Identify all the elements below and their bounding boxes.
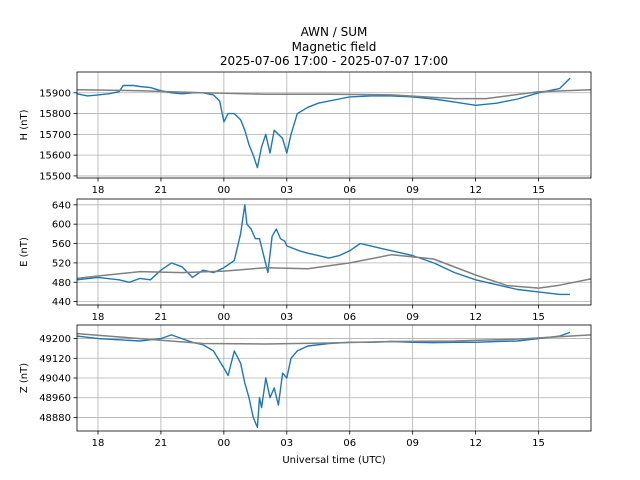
y-tick-label: 48880 <box>39 413 71 424</box>
y-tick-label: 15500 <box>39 171 71 182</box>
axes-frame-h <box>76 71 592 179</box>
panel-h: 18 21 00 03 06 09 12 15 15500 15600 15700 15800 1590… <box>19 71 592 196</box>
y-tick-label: 15800 <box>39 109 71 120</box>
x-tick-label: 06 <box>343 438 356 449</box>
y-tick-label: 560 <box>52 239 71 250</box>
x-tick-label: 21 <box>155 438 168 449</box>
y-tick-label: 520 <box>52 258 71 269</box>
x-tick-label: 12 <box>469 312 482 323</box>
x-tick-label: 15 <box>532 185 545 196</box>
x-tick-label: 09 <box>406 438 419 449</box>
x-tick-label: 21 <box>155 312 168 323</box>
y-tick-label: 15700 <box>39 130 71 141</box>
y-axis-label-h: H (nT) <box>19 109 30 140</box>
y-tick-label: 49200 <box>39 334 71 345</box>
x-tick-label: 15 <box>532 312 545 323</box>
y-tick-label: 49040 <box>39 374 71 385</box>
panel-e: 18 21 00 03 06 09 12 15 440 480 520 560 600 640 E (nT) <box>19 198 592 323</box>
x-tick-label: 09 <box>406 185 419 196</box>
x-tick-label: 03 <box>280 312 293 323</box>
y-tick-label: 600 <box>52 220 71 231</box>
y-tick-label: 640 <box>52 200 71 211</box>
y-tick-label: 480 <box>52 278 71 289</box>
title-line-quantity: Magnetic field <box>292 40 377 54</box>
baseline-series-z <box>76 332 592 345</box>
x-tick-label: 12 <box>469 438 482 449</box>
panel-z: 18 21 00 03 06 09 12 15 48880 48960 49040 49120 4920… <box>19 324 592 449</box>
y-axis-label-z: Z (nT) <box>19 363 30 393</box>
baseline-series-e <box>76 253 592 289</box>
y-tick-label: 15900 <box>39 88 71 99</box>
x-tick-label: 09 <box>406 312 419 323</box>
y-axis-label-e: E (nT) <box>19 237 30 267</box>
panels-group: 18 21 00 03 06 09 12 15155001560015700158001590… <box>19 71 592 449</box>
x-tick-label: 00 <box>217 312 230 323</box>
y-tick-label: 15600 <box>39 151 71 162</box>
x-tick-label: 06 <box>343 185 356 196</box>
x-tick-label: 12 <box>469 185 482 196</box>
x-tick-label: 18 <box>92 185 105 196</box>
x-tick-label: 03 <box>280 185 293 196</box>
y-tick-label: 48960 <box>39 393 71 404</box>
title-line-time-range: 2025-07-06 17:00 - 2025-07-07 17:00 <box>220 54 448 68</box>
y-tick-label: 440 <box>52 297 71 308</box>
x-tick-label: 03 <box>280 438 293 449</box>
data-series-z <box>76 331 571 428</box>
x-tick-label: 18 <box>92 438 105 449</box>
x-tick-label: 21 <box>155 185 168 196</box>
title-line-station: AWN / SUM <box>301 25 368 39</box>
x-axis-label: Universal time (UTC) <box>282 455 385 466</box>
axes-frame-e <box>76 198 592 306</box>
x-tick-label: 15 <box>532 438 545 449</box>
x-tick-label: 06 <box>343 312 356 323</box>
x-tick-label: 00 <box>217 438 230 449</box>
y-tick-label: 49120 <box>39 354 71 365</box>
x-tick-label: 00 <box>217 185 230 196</box>
baseline-series-h <box>76 88 592 100</box>
data-series-h <box>76 77 571 169</box>
x-tick-label: 18 <box>92 312 105 323</box>
